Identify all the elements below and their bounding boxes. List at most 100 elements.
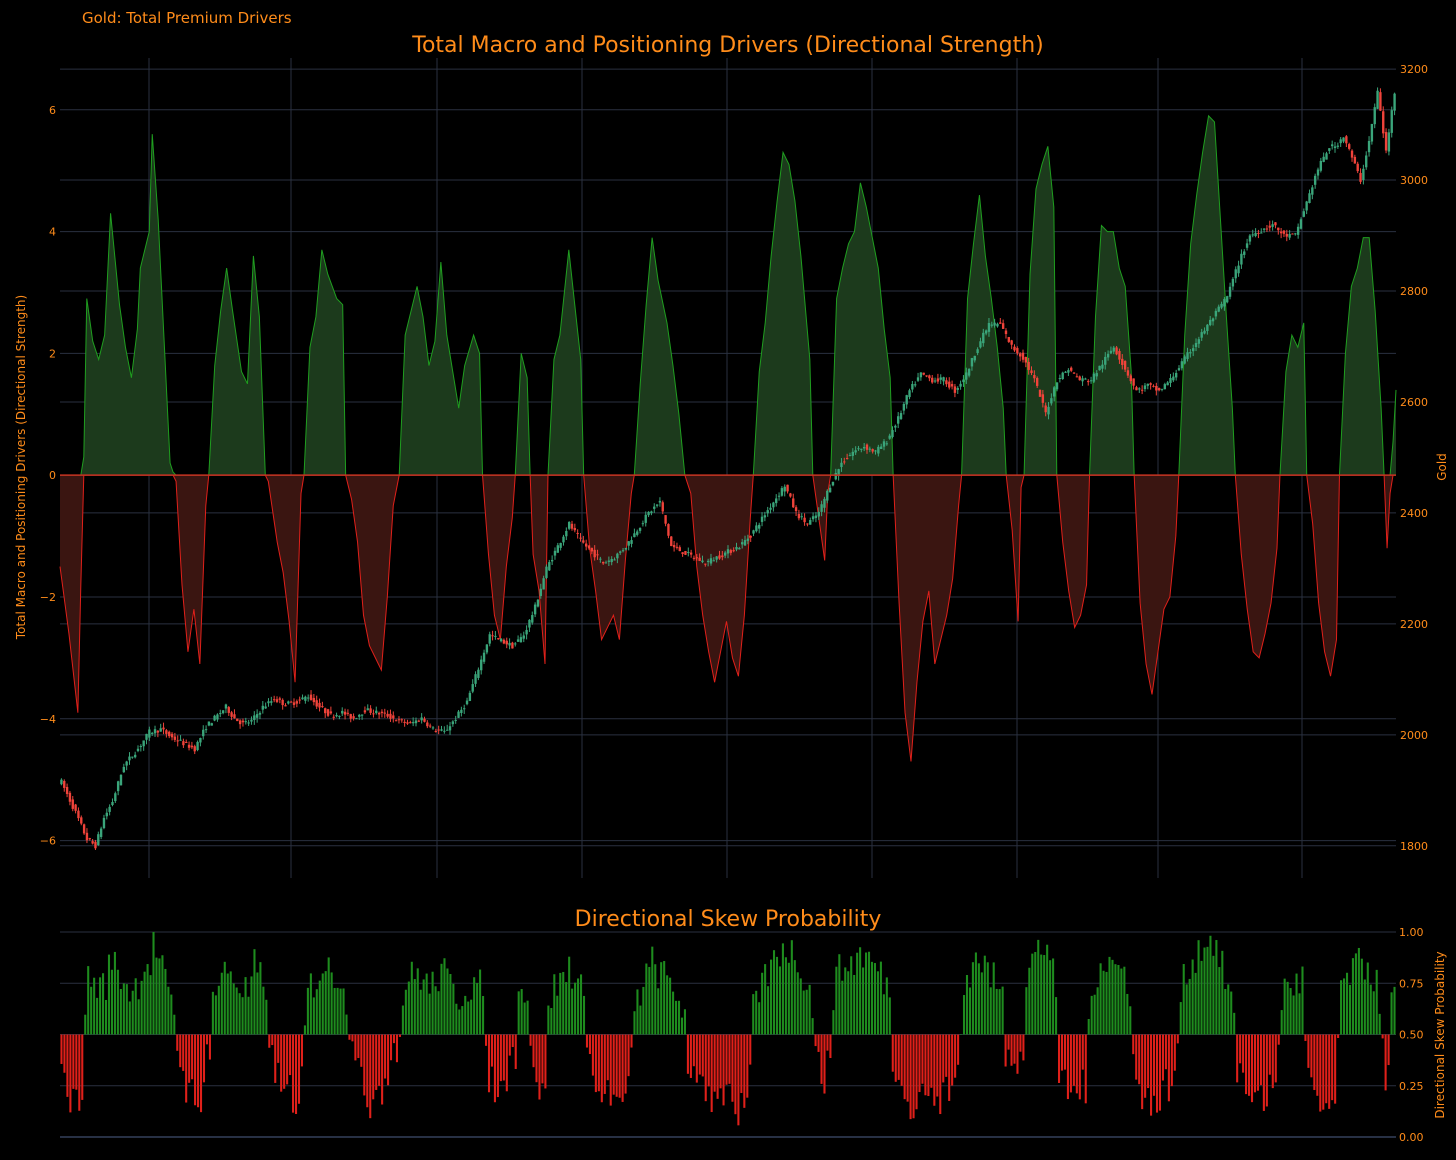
gold-candle-body <box>1274 222 1277 226</box>
gold-candle-body <box>772 502 775 508</box>
gold-candle-body <box>1214 310 1218 317</box>
gold-candle-body <box>287 701 290 704</box>
gold-candle-body <box>233 714 236 719</box>
skew-bar <box>286 1034 289 1085</box>
gold-candle-body <box>247 722 250 724</box>
gold-candle-body <box>740 542 744 545</box>
skew-bar <box>467 1001 470 1035</box>
skew-bar <box>1259 1034 1262 1086</box>
skew-bar <box>772 950 776 1035</box>
skew-bar <box>214 995 217 1035</box>
gold-candle-body <box>1211 318 1215 322</box>
skew-bar <box>921 1034 924 1084</box>
gold-candle-body <box>786 484 789 492</box>
gold-candle-body <box>1101 364 1104 369</box>
skew-bar <box>149 975 152 1035</box>
skew-bar <box>413 979 416 1035</box>
skew-bar <box>1161 1034 1164 1081</box>
gold-candle-body <box>482 652 486 662</box>
skew-bar <box>1325 1034 1328 1104</box>
gold-candle-body <box>159 728 162 732</box>
gold-candle-body <box>658 500 662 503</box>
gold-candle-body <box>942 377 945 382</box>
skew-bar <box>241 997 244 1035</box>
skew-bar <box>1345 972 1349 1035</box>
gold-candle-body <box>516 639 520 642</box>
gold-candle-body <box>811 516 815 520</box>
driver-area-series <box>59 114 1397 762</box>
skew-bar <box>986 962 989 1035</box>
gold-candle-body <box>324 708 327 714</box>
skew-bar <box>416 968 419 1035</box>
gold-candle-body <box>576 532 579 534</box>
gold-candle-body <box>1044 405 1047 413</box>
gold-candle-body <box>485 644 489 653</box>
gold-candle-body <box>667 524 670 536</box>
skew-bar <box>1215 940 1218 1035</box>
skew-bar <box>205 1034 208 1045</box>
gold-candle-body <box>465 700 469 705</box>
gold-candle-body <box>766 510 769 514</box>
skew-bar <box>90 986 93 1035</box>
gold-candle-body <box>712 560 716 562</box>
skew-bar <box>1209 935 1212 1035</box>
page-header-label: Gold: Total Premium Drivers <box>82 9 292 27</box>
gold-candle-body <box>621 550 625 552</box>
gold-candle-body <box>775 498 778 504</box>
skew-bar <box>885 977 888 1035</box>
skew-bar <box>1369 984 1372 1035</box>
gold-candle-body <box>1030 370 1033 373</box>
skew-bar <box>250 976 253 1035</box>
gold-candle-body <box>1325 153 1328 160</box>
skew-bar <box>482 996 485 1035</box>
skew-bar <box>707 1034 710 1087</box>
skew-bar <box>131 990 134 1035</box>
gold-candle-body <box>1129 375 1132 382</box>
gold-candle-body <box>272 699 276 701</box>
gold-candle-body <box>726 549 730 554</box>
skew-chart-title: Directional Skew Probability <box>575 907 882 932</box>
skew-bar <box>348 1034 351 1040</box>
skew-bar <box>268 1034 271 1048</box>
skew-bar <box>140 980 143 1035</box>
gold-candle-body <box>341 710 344 714</box>
gold-candle-body <box>1277 227 1280 231</box>
skew-bar <box>1102 970 1105 1035</box>
gold-candle-body <box>423 718 426 722</box>
skew-bar <box>392 1034 396 1044</box>
gold-candle-body <box>65 786 69 794</box>
skew-bar <box>434 986 437 1035</box>
skew-bar <box>428 993 431 1035</box>
skew-bar <box>1037 939 1040 1035</box>
gold-candle-body <box>1237 265 1240 274</box>
skew-bar <box>517 991 520 1035</box>
skew-bar <box>965 975 969 1035</box>
skew-bar <box>1348 984 1352 1035</box>
skew-bar <box>648 966 651 1035</box>
gold-candle-body <box>531 615 534 623</box>
skew-bar <box>280 1034 283 1092</box>
skew-bar <box>84 1014 87 1035</box>
skew-bar <box>167 986 170 1035</box>
skew-bar <box>401 1005 404 1035</box>
bearish-driver-area <box>60 475 1396 762</box>
skew-bar <box>974 952 977 1035</box>
gold-candle-body <box>119 774 123 786</box>
skew-bar <box>1185 984 1188 1035</box>
gold-candle-body <box>729 550 733 553</box>
gold-candle-body <box>261 705 265 710</box>
gold-candle-body <box>1268 225 1271 228</box>
skew-bar <box>223 961 226 1035</box>
skew-bar <box>484 1034 488 1046</box>
gold-candle-body <box>116 781 120 792</box>
gold-candle-body <box>1098 365 1101 371</box>
skew-bar <box>211 991 214 1035</box>
skew-bar <box>1152 1034 1156 1096</box>
skew-bar <box>473 977 476 1035</box>
gold-candle-body <box>338 715 341 717</box>
skew-bar <box>185 1034 188 1103</box>
gold-candle-body <box>826 490 829 501</box>
skew-bar <box>333 987 336 1035</box>
skew-bar <box>229 971 232 1035</box>
gold-candle-body <box>346 712 350 714</box>
